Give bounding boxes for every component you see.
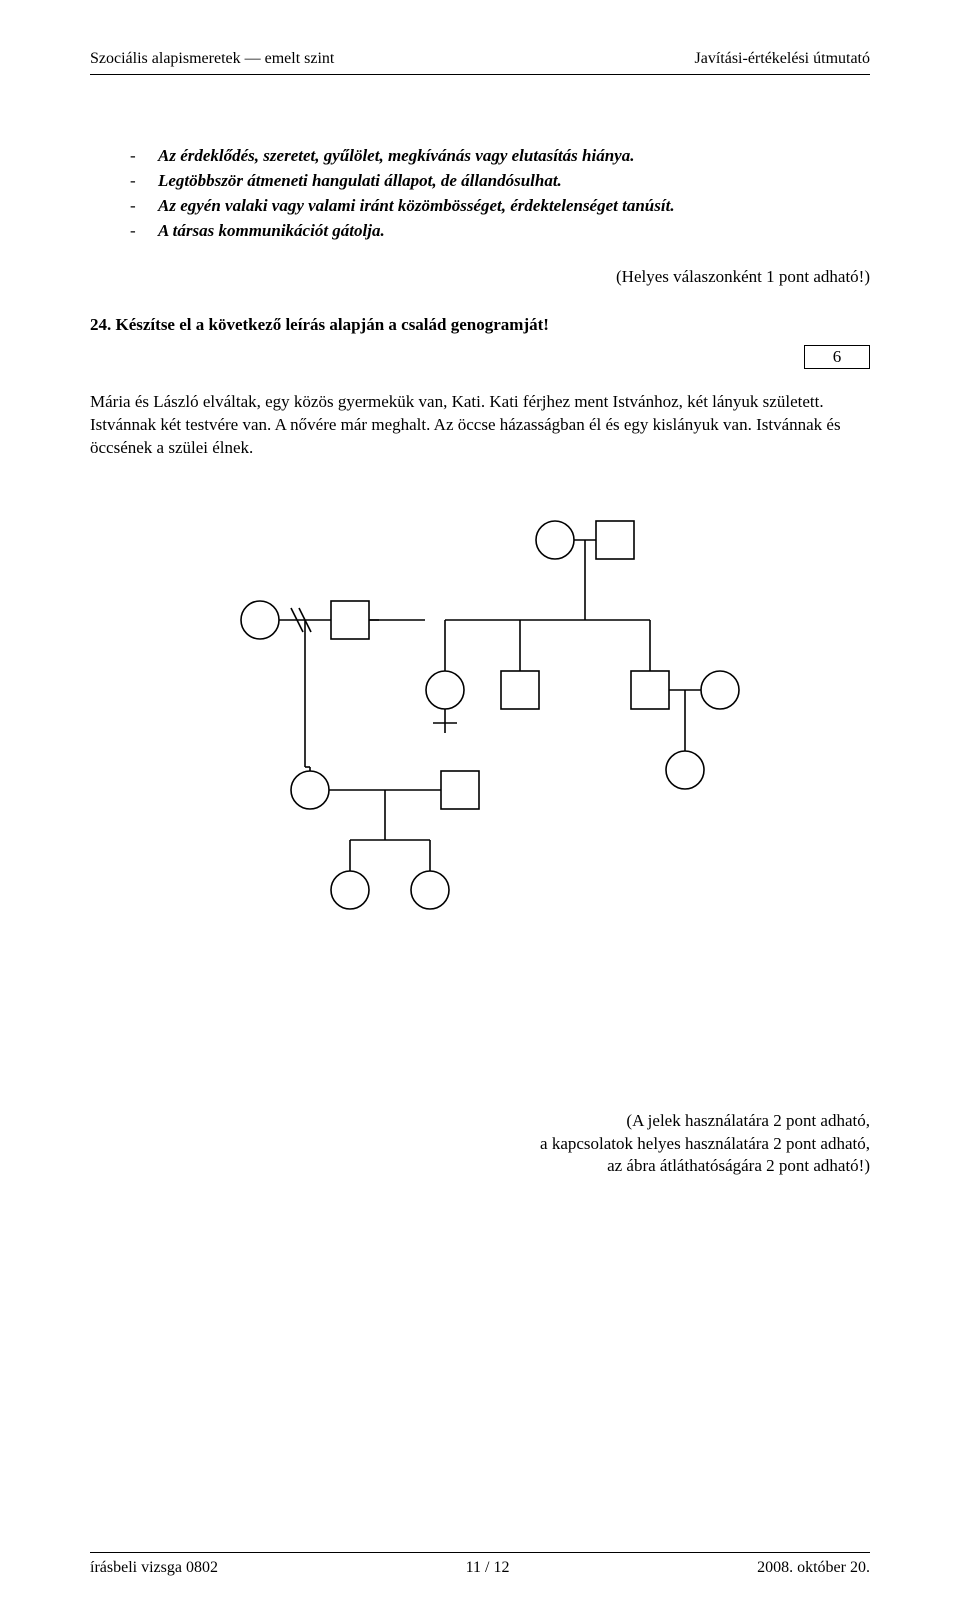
bullet-text: Legtöbbször átmeneti hangulati állapot, … [158,170,860,193]
scoring-notes: (A jelek használatára 2 pont adható, a k… [90,1110,870,1179]
bullet-list: - Az érdeklődés, szeretet, gyűlölet, meg… [130,145,860,243]
scoring-line: az ábra átláthatóságára 2 pont adható!) [90,1155,870,1178]
question-heading: 24. Készítse el a következő leírás alapj… [90,315,870,335]
scoring-line: (A jelek használatára 2 pont adható, [90,1110,870,1133]
header-left: Szociális alapismeretek — emelt szint [90,50,334,68]
genogram-diagram [200,500,760,930]
scoring-line: a kapcsolatok helyes használatára 2 pont… [90,1133,870,1156]
dash-icon: - [130,145,158,168]
header-rule [90,74,870,75]
header-right: Javítási-értékelési útmutató [695,50,871,68]
list-item: - Legtöbbször átmeneti hangulati állapot… [130,170,860,193]
footer-right: 2008. október 20. [757,1559,870,1577]
bullet-text: Az egyén valaki vagy valami iránt közömb… [158,195,860,218]
score-box: 6 [804,345,870,369]
bullet-text: Az érdeklődés, szeretet, gyűlölet, megkí… [158,145,860,168]
footer-center: 11 / 12 [466,1559,510,1577]
footer-left: írásbeli vizsga 0802 [90,1559,218,1577]
question-number: 24. [90,315,111,334]
dash-icon: - [130,195,158,218]
list-item: - Az egyén valaki vagy valami iránt közö… [130,195,860,218]
dash-icon: - [130,170,158,193]
per-answer-note: (Helyes válaszonként 1 pont adható!) [90,267,870,287]
dash-icon: - [130,220,158,243]
task-paragraph: Mária és László elváltak, egy közös gyer… [90,391,870,460]
page-footer: írásbeli vizsga 0802 11 / 12 2008. októb… [90,1552,870,1577]
question-text: Készítse el a következő leírás alapján a… [116,315,549,334]
list-item: - Az érdeklődés, szeretet, gyűlölet, meg… [130,145,860,168]
list-item: - A társas kommunikációt gátolja. [130,220,860,243]
footer-rule [90,1552,870,1553]
bullet-text: A társas kommunikációt gátolja. [158,220,860,243]
